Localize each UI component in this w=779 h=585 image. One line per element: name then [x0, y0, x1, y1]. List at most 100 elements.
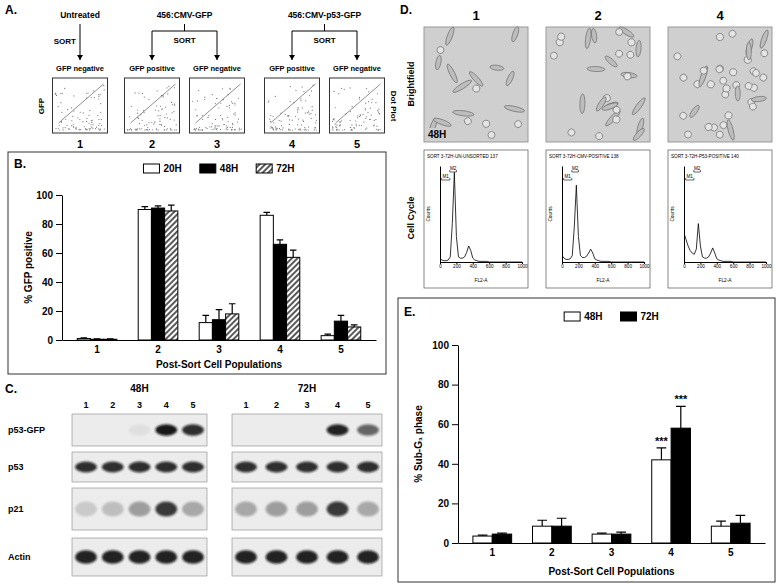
tick: 2 — [549, 543, 555, 558]
blot-strip — [232, 452, 382, 482]
tick-label: 3 — [609, 547, 615, 558]
tick: 20 — [438, 498, 458, 509]
x-axis-line — [459, 543, 766, 544]
band — [357, 501, 379, 516]
x-axis-line — [563, 262, 645, 263]
dot-plot-event — [234, 104, 235, 105]
band — [235, 462, 257, 473]
arrow-head — [214, 55, 220, 60]
dot-plot-event — [64, 88, 65, 89]
dot-plot-event — [215, 103, 216, 104]
dot-plot-event — [222, 88, 223, 89]
dot-plot-event — [100, 112, 101, 113]
lane-label: 2 — [274, 400, 279, 410]
tick-label: 0 — [439, 264, 442, 269]
dot-plot-event — [287, 115, 288, 116]
bar — [138, 210, 151, 341]
group-label: 456:CMV-GFP — [157, 10, 213, 20]
dot-plot-event — [216, 98, 217, 99]
dot-plot-event — [368, 101, 369, 102]
legend-swatch — [143, 164, 159, 173]
dot-plot-event — [271, 127, 272, 128]
dot-plot-event — [365, 103, 366, 104]
dot-plot-event — [98, 94, 99, 95]
tick: 0 — [47, 335, 62, 346]
cell — [751, 68, 761, 78]
dot-plot-event — [268, 100, 269, 101]
dot-plot-event — [367, 112, 368, 113]
error-bar — [216, 310, 223, 320]
blot-strip — [72, 414, 207, 446]
dot-plot-event — [305, 113, 306, 114]
dot-plot-event — [99, 123, 100, 124]
tick-label: 3 — [216, 344, 222, 355]
dot-plot-event — [199, 127, 200, 128]
cell — [684, 131, 691, 138]
gate-line — [196, 84, 241, 123]
dot-plot-event — [290, 101, 291, 102]
tick-label: 0 — [47, 335, 53, 346]
cell — [635, 40, 641, 57]
dot-plot-event — [229, 105, 230, 106]
tick: 60 — [42, 248, 62, 259]
dot-plot-event — [350, 120, 351, 121]
x-axis: 02004006008001000 — [683, 262, 772, 269]
dot-plot-event — [288, 115, 289, 116]
dot-plot-event — [59, 125, 60, 126]
cell — [759, 29, 770, 49]
dot-plot-event — [82, 121, 83, 122]
gate-line — [271, 84, 316, 123]
panel-c: C.48H1234572H12345p53-GFPp53p21Actin — [5, 382, 382, 576]
panel-a: A.UntreatedSORTGFP negative1456:CMV-GFPS… — [5, 3, 398, 150]
cell — [627, 38, 636, 47]
gate-label: M2 — [450, 166, 457, 171]
tick: 5 — [338, 340, 344, 355]
dot-plot-event — [148, 99, 149, 100]
dot-plot-event — [234, 103, 235, 104]
dot-plot-event — [151, 122, 152, 123]
dot-plot-event — [103, 85, 104, 86]
error-bar — [229, 304, 236, 314]
tick-label: 2 — [155, 344, 161, 355]
bar — [552, 526, 571, 543]
dot-plot-event — [270, 115, 271, 116]
histogram-chart: SORT 3-72H-UN-UNSORTED 13702004006008001… — [424, 150, 528, 288]
legend-swatch — [564, 312, 580, 321]
dot-plot-event — [135, 129, 136, 130]
bar — [592, 534, 611, 543]
band — [327, 550, 349, 564]
sort-label: SORT — [54, 37, 76, 46]
dot-plot-event — [268, 102, 269, 103]
tick-mark — [452, 345, 458, 346]
column-label: 4 — [716, 8, 724, 23]
y-axis-line — [62, 196, 63, 341]
x-axis-line — [441, 262, 523, 263]
dot-plot-event — [363, 121, 364, 122]
population-number: 2 — [149, 138, 155, 150]
legend-item: 48H — [564, 311, 602, 322]
cell — [604, 55, 619, 69]
y-axis-title: Counts — [548, 206, 553, 222]
band — [75, 550, 97, 564]
dot-plot-event — [366, 88, 367, 89]
dot-plot-event — [98, 96, 99, 97]
legend-item: 72H — [621, 311, 659, 322]
band — [266, 550, 288, 564]
dot-plot-event — [168, 86, 169, 87]
dot-plot-event — [235, 114, 236, 115]
histogram-line — [562, 185, 644, 262]
dot-plot-event — [205, 127, 206, 128]
bar — [533, 526, 552, 543]
tick-label: 0 — [443, 538, 449, 549]
dot-plot-event — [307, 112, 308, 113]
dot-plot-event — [209, 126, 210, 127]
dot-plot-event — [216, 98, 217, 99]
dot-plot-event — [88, 123, 89, 124]
error-bar — [94, 338, 101, 340]
tick: 100 — [36, 190, 62, 201]
cell — [468, 70, 485, 88]
error-bar — [657, 448, 667, 460]
dot-plot-event — [171, 112, 172, 113]
dot-plot-event — [333, 118, 334, 119]
dot-plot-event — [131, 129, 132, 130]
